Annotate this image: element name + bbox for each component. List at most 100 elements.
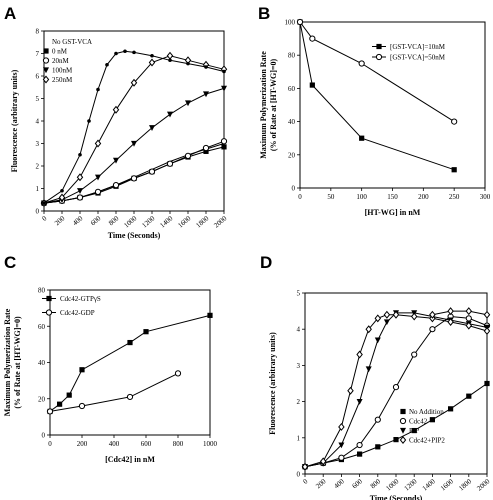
data-point <box>105 62 109 67</box>
data-point <box>356 399 363 405</box>
data-point <box>447 307 454 316</box>
x-tick-label: 1800 <box>457 477 473 492</box>
legend-marker <box>45 309 53 316</box>
data-point <box>148 58 156 67</box>
chart-panel-c: C 0 200 400 600 800 1000 0 20 40 60 80 [Cdc42] in nM… <box>3 253 218 464</box>
data-point <box>150 53 154 58</box>
data-point <box>168 58 172 63</box>
legend-marker <box>400 427 406 434</box>
legend: Cdc42-GTPγS Cdc42-GDP <box>42 295 101 317</box>
x-tick-label: 200 <box>314 477 328 490</box>
y-axis-label: Maximum Polymerization Rate <box>3 308 12 416</box>
x-tick-label: 0 <box>301 477 309 486</box>
series-line <box>299 21 455 123</box>
series-1 <box>296 18 458 125</box>
x-tick-label: 0 <box>298 193 302 201</box>
x-tick-label: 50 <box>327 193 335 201</box>
data-point <box>143 329 149 335</box>
y-tick-label: 1 <box>36 185 40 193</box>
data-point <box>483 310 491 319</box>
y-tick-label: 1 <box>297 434 301 442</box>
series-1 <box>301 313 491 470</box>
x-tick-label: 600 <box>351 477 365 490</box>
data-point <box>78 152 82 157</box>
y-tick-label: 0 <box>36 208 40 216</box>
data-point <box>484 380 490 387</box>
data-point <box>114 51 118 56</box>
data-point <box>95 174 101 181</box>
series-line <box>43 146 225 204</box>
legend-entry: No GST-VCA <box>52 38 92 46</box>
chart-panel-d: D 0 200 400 600 800 1000 1200 1400 1600 1800 2000 0 1… <box>260 253 492 500</box>
x-tick-label: 1000 <box>122 214 138 229</box>
data-point <box>76 173 84 182</box>
x-axis-label: [HT-WG] in nM <box>365 208 421 217</box>
x-axis-label: [Cdc42] in nM <box>105 455 155 464</box>
data-point <box>392 384 400 391</box>
panel-letter: D <box>260 253 272 272</box>
data-point <box>112 182 120 189</box>
x-tick-label: 250 <box>449 193 460 201</box>
y-tick-label: 20 <box>288 151 296 159</box>
x-tick-label: 300 <box>480 193 491 201</box>
x-tick-label: 800 <box>107 214 121 227</box>
data-point <box>112 105 120 114</box>
data-point <box>167 111 173 118</box>
data-point <box>130 175 138 182</box>
x-tick-label: 1000 <box>203 440 218 448</box>
legend-entry: 250nM <box>52 76 73 84</box>
data-point <box>429 310 436 319</box>
data-point <box>87 119 91 123</box>
data-point <box>174 370 182 377</box>
data-point <box>347 386 354 395</box>
data-point <box>132 50 136 55</box>
data-point <box>374 337 381 344</box>
data-point <box>58 193 66 202</box>
data-point <box>221 144 227 150</box>
y-tick-label: 4 <box>36 118 40 126</box>
series-line <box>43 50 225 204</box>
data-point <box>429 326 436 333</box>
x-tick-label: 1400 <box>158 214 174 229</box>
y-tick-label: 7 <box>36 50 40 58</box>
data-point <box>383 310 391 319</box>
panel-letter: C <box>4 253 16 272</box>
data-point <box>166 160 174 167</box>
legend-marker <box>399 436 407 444</box>
x-tick-label: 1600 <box>176 214 192 229</box>
legend-marker <box>43 67 49 74</box>
data-point <box>375 444 381 450</box>
y-tick-label: 8 <box>36 28 40 36</box>
data-point <box>204 65 208 69</box>
y-tick-label: 3 <box>36 140 40 148</box>
data-point <box>338 442 345 449</box>
panel-letter: B <box>258 4 270 23</box>
legend-entry: Cdc42+PIP2 <box>409 437 445 445</box>
x-tick-label: 400 <box>109 440 120 448</box>
data-point <box>222 69 226 74</box>
legend: [GST-VCA]=10nM [GST-VCA]=50nM <box>372 43 446 62</box>
x-tick-label: 1400 <box>421 477 437 492</box>
data-point <box>130 78 138 87</box>
legend-marker <box>43 48 49 54</box>
x-tick-label: 150 <box>387 193 398 201</box>
data-point <box>483 327 491 336</box>
y-axis-label-line2: (% of Rate at [HT-WG]=0) <box>13 316 22 409</box>
data-point <box>465 307 473 316</box>
data-point <box>356 350 363 359</box>
data-point <box>76 194 84 201</box>
plot-frame <box>43 30 225 212</box>
panel-letter: A <box>4 4 16 23</box>
data-point <box>357 451 363 457</box>
y-tick-label: 2 <box>36 163 40 171</box>
data-point <box>338 422 345 431</box>
data-point <box>338 454 345 461</box>
x-tick-label: 400 <box>71 214 85 227</box>
x-tick-label: 800 <box>369 477 383 490</box>
legend-entry: [GST-VCA]=10nM <box>390 43 446 51</box>
data-point <box>309 82 315 88</box>
data-point <box>374 416 381 423</box>
legend-entry: PIP <box>409 427 419 435</box>
data-point <box>149 125 155 131</box>
data-point <box>301 462 309 471</box>
